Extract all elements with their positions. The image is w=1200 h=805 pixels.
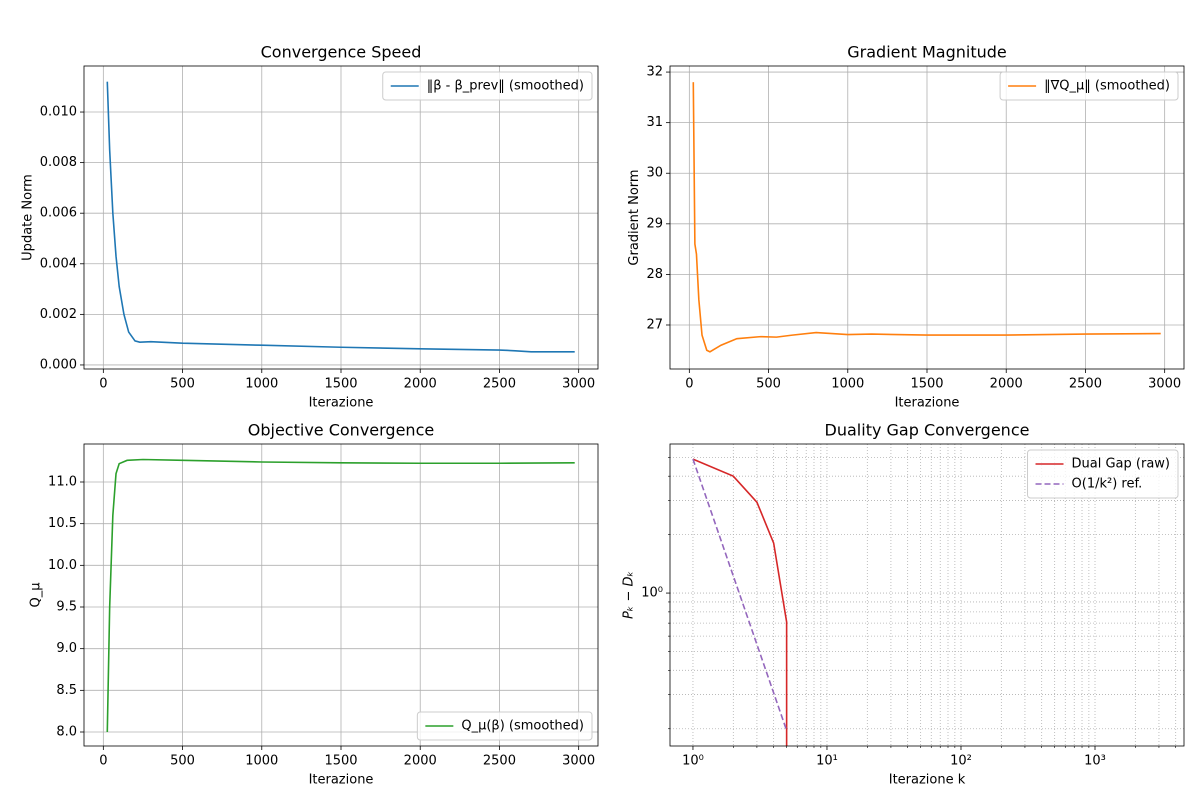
y-tick-label: 0.006 bbox=[40, 206, 77, 221]
y-tick-label: 8.5 bbox=[56, 683, 77, 698]
y-tick-label: 32 bbox=[646, 65, 663, 80]
series-line bbox=[106, 458, 575, 733]
x-tick-label: 3000 bbox=[562, 377, 595, 392]
x-tick-label: 1500 bbox=[324, 754, 357, 769]
y-tick-label: 10⁰ bbox=[641, 586, 663, 601]
y-tick-label: 28 bbox=[646, 267, 663, 282]
y-tick-label: 8.0 bbox=[56, 725, 77, 740]
legend-label: Q_μ(β) (smoothed) bbox=[461, 719, 584, 734]
y-tick-label: 10.0 bbox=[48, 558, 77, 573]
x-tick-label: 3000 bbox=[562, 754, 595, 769]
x-tick-label: 10¹ bbox=[816, 754, 838, 769]
chart-title: Duality Gap Convergence bbox=[825, 421, 1030, 440]
y-tick-label: 29 bbox=[646, 216, 663, 231]
y-tick-label: 0.002 bbox=[40, 307, 77, 322]
legend-box bbox=[382, 71, 593, 101]
y-axis-label: Update Norm bbox=[20, 174, 35, 261]
x-tick-label: 2500 bbox=[1069, 377, 1102, 392]
x-tick-label: 2000 bbox=[404, 754, 437, 769]
x-tick-label: 2000 bbox=[404, 377, 437, 392]
x-axis-label: Iterazione bbox=[309, 773, 374, 788]
x-tick-label: 2500 bbox=[483, 754, 516, 769]
y-tick-label: 0.008 bbox=[40, 155, 77, 170]
y-tick-label: 9.0 bbox=[56, 641, 77, 656]
legend-label: Dual Gap (raw) bbox=[1072, 457, 1170, 472]
y-tick-label: 9.5 bbox=[56, 600, 77, 615]
y-axis-label: Q_μ bbox=[29, 582, 44, 607]
x-tick-label: 1000 bbox=[245, 377, 278, 392]
axes-frame bbox=[83, 443, 599, 747]
y-tick-label: 10.5 bbox=[48, 516, 77, 531]
y-axis-label: Pₖ − Dₖ bbox=[622, 571, 637, 619]
x-tick-label: 1000 bbox=[245, 754, 278, 769]
x-tick-label: 2000 bbox=[990, 377, 1023, 392]
chart-title: Convergence Speed bbox=[261, 43, 422, 62]
x-tick-label: 0 bbox=[685, 377, 693, 392]
plot-area bbox=[106, 81, 575, 353]
axes-frame bbox=[669, 65, 1185, 370]
legend: Dual Gap (raw) O(1/k²) ref. bbox=[1027, 449, 1179, 499]
y-tick-label: 31 bbox=[646, 115, 663, 130]
y-axis-label: Gradient Norm bbox=[627, 169, 642, 265]
x-tick-label: 1500 bbox=[324, 377, 357, 392]
x-tick-label: 10² bbox=[950, 754, 972, 769]
y-tick-label: 0.000 bbox=[40, 357, 77, 372]
subplot: 0 500 1000 1500 2000 2500 3000 8.0 8.5 9.0 9.5 10.0… bbox=[29, 421, 599, 788]
y-tick-label: 27 bbox=[646, 317, 663, 332]
y-tick-label: 0.010 bbox=[40, 105, 77, 120]
legend-box bbox=[416, 711, 593, 741]
x-axis-label: Iterazione bbox=[895, 396, 960, 411]
x-axis-label: Iterazione bbox=[309, 396, 374, 411]
x-tick-label: 2500 bbox=[483, 377, 516, 392]
series-line bbox=[692, 458, 788, 731]
axes-frame bbox=[669, 443, 1185, 747]
x-tick-label: 1000 bbox=[831, 377, 864, 392]
plot-area bbox=[106, 458, 575, 733]
x-tick-label: 500 bbox=[170, 377, 195, 392]
legend: ‖β - β_prev‖ (smoothed) bbox=[382, 71, 593, 101]
plot-area bbox=[692, 458, 788, 746]
x-tick-label: 500 bbox=[756, 377, 781, 392]
legend: Q_μ(β) (smoothed) bbox=[416, 711, 593, 741]
legend-label: ‖β - β_prev‖ (smoothed) bbox=[427, 79, 584, 94]
x-tick-label: 10³ bbox=[1084, 754, 1106, 769]
x-tick-label: 10⁰ bbox=[682, 754, 704, 769]
x-tick-label: 1500 bbox=[910, 377, 943, 392]
chart-title: Objective Convergence bbox=[248, 421, 434, 440]
y-tick-label: 11.0 bbox=[48, 475, 77, 490]
x-tick-label: 3000 bbox=[1148, 377, 1181, 392]
axes-frame bbox=[83, 65, 599, 370]
x-tick-label: 500 bbox=[170, 754, 195, 769]
subplot: 0 500 1000 1500 2000 2500 3000 27 28 29 30 31 32 Grad… bbox=[627, 43, 1185, 411]
legend-label: ‖∇Q_μ‖ (smoothed) bbox=[1044, 79, 1170, 94]
x-tick-label: 0 bbox=[99, 377, 107, 392]
subplot: 0 500 1000 1500 2000 2500 3000 0.000 0.002 0.004 0… bbox=[20, 43, 599, 411]
subplot: 10⁰ 10¹ 10² 10³ 10⁰ Duality Gap Convergence It… bbox=[622, 421, 1185, 788]
legend-box bbox=[1027, 449, 1179, 499]
series-line bbox=[106, 81, 575, 353]
series-line bbox=[692, 82, 1161, 353]
legend-box bbox=[999, 71, 1179, 101]
plot-area bbox=[692, 82, 1161, 353]
series-line bbox=[692, 458, 788, 746]
x-tick-label: 0 bbox=[99, 754, 107, 769]
legend: ‖∇Q_μ‖ (smoothed) bbox=[999, 71, 1179, 101]
x-axis-label: Iterazione k bbox=[889, 773, 966, 788]
chart-title: Gradient Magnitude bbox=[847, 43, 1007, 62]
legend-label: O(1/k²) ref. bbox=[1072, 477, 1143, 492]
y-tick-label: 0.004 bbox=[40, 256, 77, 271]
y-tick-label: 30 bbox=[646, 166, 663, 181]
